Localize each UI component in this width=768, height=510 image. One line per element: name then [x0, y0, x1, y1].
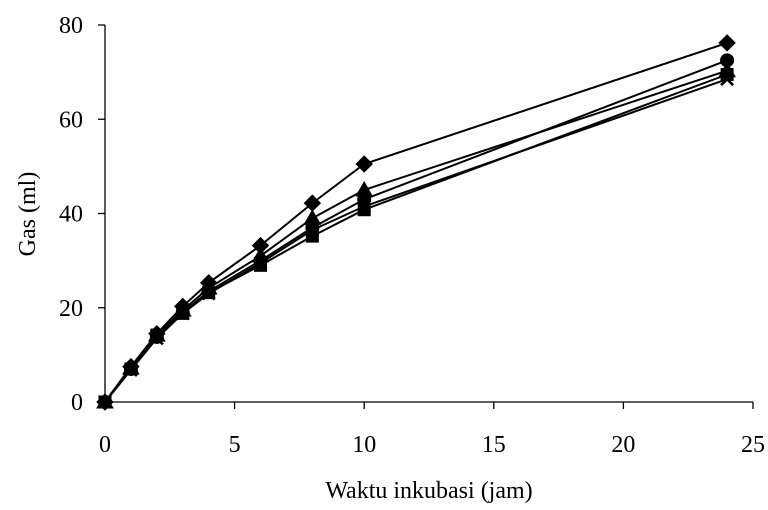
series-group — [96, 34, 736, 411]
ticks: 0 5 10 15 20 25 0 20 40 60 80 — [59, 13, 765, 458]
series-diamond — [96, 34, 736, 411]
data-point-square — [720, 67, 734, 81]
series-line — [104, 69, 728, 403]
series-triangle — [96, 61, 736, 409]
data-point-diamond — [718, 34, 736, 52]
data-point-square — [176, 306, 190, 320]
series-line — [104, 73, 728, 403]
y-tick-label: 80 — [59, 13, 83, 39]
x-tick-label: 20 — [611, 432, 635, 458]
series-cross — [98, 72, 734, 409]
y-axis-title: Gas (ml) — [15, 172, 41, 257]
x-tick-label: 10 — [352, 432, 376, 458]
y-tick-label: 0 — [71, 390, 83, 416]
y-tick-label: 40 — [59, 202, 83, 228]
x-tick-label: 0 — [99, 432, 111, 458]
x-tick-label: 5 — [229, 432, 241, 458]
x-tick-label: 25 — [741, 432, 765, 458]
data-point-square — [202, 286, 216, 300]
y-tick-label: 20 — [59, 296, 83, 322]
data-point-diamond — [355, 155, 373, 173]
series-square — [98, 67, 734, 409]
series-line — [104, 78, 728, 403]
data-point-square — [150, 328, 164, 342]
axes — [104, 25, 753, 403]
data-point-square — [98, 395, 112, 409]
data-point-square — [357, 203, 371, 217]
x-tick-label: 15 — [482, 432, 506, 458]
data-point-circle — [720, 53, 735, 68]
y-tick-label: 60 — [59, 107, 83, 133]
x-axis-title: Waktu inkubasi (jam) — [325, 478, 532, 504]
data-point-square — [305, 229, 319, 243]
data-point-square — [124, 362, 138, 376]
data-point-square — [254, 258, 268, 272]
